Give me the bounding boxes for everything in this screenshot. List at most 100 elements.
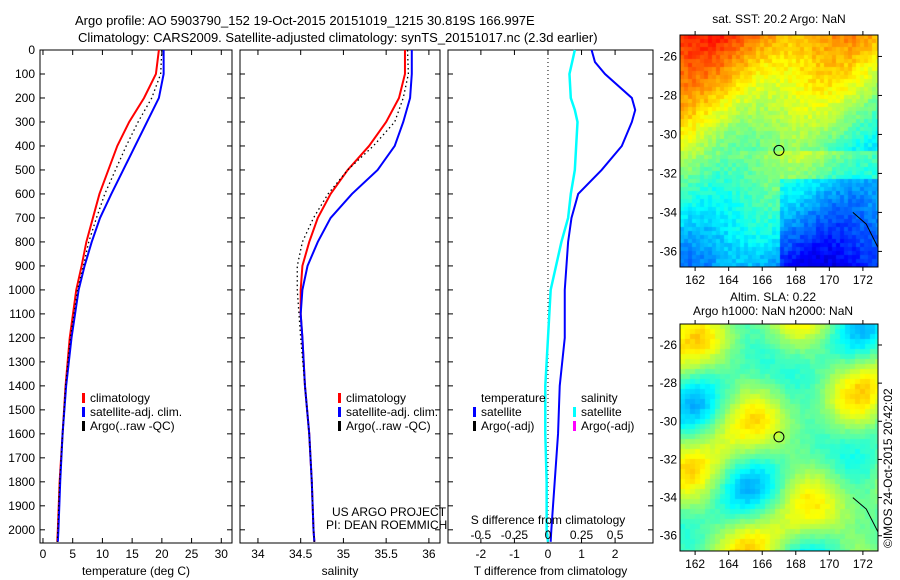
- series-line-climatology: [56, 49, 160, 542]
- y-tick-label: 1300: [8, 355, 35, 369]
- plot-frame: [447, 49, 654, 544]
- y-tick-label: 1700: [8, 451, 35, 465]
- sla-map-image: [680, 324, 878, 551]
- legend-swatch: [573, 421, 576, 431]
- legend-swatch: [573, 407, 576, 417]
- x-tick-label: 20: [155, 547, 169, 561]
- lon-tick-label: 166: [752, 273, 772, 287]
- coastline: [852, 497, 879, 533]
- lon-tick-label: 170: [819, 273, 839, 287]
- lon-tick-label: 162: [685, 557, 705, 571]
- x-tick-label: 0: [545, 547, 552, 561]
- profile-panel-3: -2 -1 0 1 2 T difference from climatology temp…: [447, 49, 654, 578]
- x-axis-label: salinity: [322, 564, 359, 578]
- s-tick-label: 0.5: [607, 528, 624, 542]
- series-line-argo-raw-qc-: [296, 49, 410, 542]
- project-label: US ARGO PROJECT: [332, 505, 447, 519]
- coastline: [852, 212, 879, 248]
- lat-tick-label: -36: [660, 529, 678, 543]
- lon-tick-label: 172: [853, 557, 873, 571]
- legend-label: Argo(..raw -QC): [90, 419, 175, 433]
- y-tick-label: 1100: [9, 307, 35, 321]
- lat-tick-label: -34: [660, 491, 678, 505]
- legend-title-temperature: temperature: [481, 391, 546, 405]
- lon-tick-label: 164: [719, 273, 739, 287]
- profile-location-marker: [773, 431, 785, 443]
- lat-tick-label: -28: [660, 88, 678, 102]
- series-line-satellite-adj-clim-: [56, 50, 165, 542]
- y-tick-label: 1500: [8, 403, 35, 417]
- y-tick-label: 500: [15, 163, 35, 177]
- y-tick-label: 1200: [8, 331, 35, 345]
- sst-map-axes: 162 164 166 168 170 172 -26 -28 -30 -32 -34 -36 sat.…: [660, 12, 882, 287]
- lat-tick-label: -26: [660, 49, 678, 63]
- lon-tick-label: 166: [752, 557, 772, 571]
- lon-tick-label: 168: [786, 557, 806, 571]
- x-tick-label: 2: [612, 547, 619, 561]
- y-tick-label: 600: [15, 187, 35, 201]
- legend-label: satellite: [481, 405, 522, 419]
- x-tick-label: 36: [422, 547, 436, 561]
- y-tick-label: 300: [15, 115, 35, 129]
- map-frame: [679, 323, 879, 552]
- lon-tick-label: 170: [819, 557, 839, 571]
- lat-tick-label: -34: [660, 205, 678, 219]
- title-line-2: Climatology: CARS2009. Satellite-adjuste…: [78, 30, 598, 45]
- legend-swatch: [82, 393, 85, 403]
- map-subtitle: Argo h1000: NaN h2000: NaN: [693, 304, 853, 318]
- lat-tick-label: -32: [660, 452, 678, 466]
- y-tick-label: 400: [15, 139, 35, 153]
- legend-swatch: [338, 421, 341, 431]
- x-tick-label: 10: [96, 547, 110, 561]
- x-tick-label: 35: [337, 547, 351, 561]
- lon-tick-label: 172: [853, 273, 873, 287]
- lat-tick-label: -36: [660, 244, 678, 258]
- title-line-1: Argo profile: AO 5903790_152 19-Oct-2015…: [75, 13, 535, 28]
- lat-tick-label: -30: [660, 127, 678, 141]
- s-axis-label: S difference from climatology: [471, 513, 626, 527]
- y-tick-label: 200: [15, 91, 35, 105]
- series-line-satellite-adj-clim-: [299, 50, 413, 542]
- x-tick-label: -1: [509, 547, 520, 561]
- plot-frame: [239, 49, 441, 544]
- plot-frame: [39, 49, 233, 544]
- profile-panel-1: 0100200300400500600700800900100011001200…: [8, 43, 233, 578]
- x-tick-label: 35.5: [374, 547, 398, 561]
- x-tick-label: 25: [185, 547, 199, 561]
- s-tick-label: -0.25: [501, 528, 529, 542]
- x-tick-label: 5: [69, 547, 76, 561]
- y-tick-label: 800: [15, 235, 35, 249]
- lon-tick-label: 162: [685, 273, 705, 287]
- lat-tick-label: -26: [660, 338, 678, 352]
- y-tick-label: 1800: [8, 475, 35, 489]
- y-tick-label: 900: [15, 259, 35, 273]
- profile-location-marker: [773, 144, 785, 156]
- lon-tick-label: 168: [786, 273, 806, 287]
- sst-map-image: [680, 35, 878, 267]
- y-tick-label: 700: [15, 211, 35, 225]
- profile-panel-2: 34 34.5 35 35.5 36 salinity climatologysatelli…: [239, 49, 441, 578]
- map-title: Altim. SLA: 0.22: [730, 290, 816, 304]
- sla-map-axes: 162 164 166 168 170 172 -26 -28 -30 -32 -34 -36 Alti…: [660, 290, 882, 571]
- legend-label: satellite-adj. clim.: [90, 405, 182, 419]
- x-axis-label: T difference from climatology: [474, 564, 628, 578]
- pi-label: PI: DEAN ROEMMICH: [326, 518, 447, 532]
- x-tick-label: 34: [251, 547, 265, 561]
- legend-swatch: [338, 407, 341, 417]
- s-tick-label: -0.5: [471, 528, 492, 542]
- series-line-t-satellite: [549, 49, 637, 542]
- imos-credit: ©IMOS 24-Oct-2015 20:42:02: [881, 388, 895, 548]
- x-tick-label: 15: [125, 547, 139, 561]
- lat-tick-label: -30: [660, 414, 678, 428]
- x-tick-label: 30: [215, 547, 229, 561]
- y-tick-label: 1900: [8, 499, 35, 513]
- lat-tick-label: -28: [660, 376, 678, 390]
- legend-swatch: [82, 421, 85, 431]
- legend-swatch: [473, 421, 476, 431]
- x-tick-label: 0: [40, 547, 47, 561]
- legend-title-salinity: salinity: [581, 391, 618, 405]
- legend-swatch: [473, 407, 476, 417]
- series-line-argo-raw-qc-: [56, 49, 163, 542]
- legend-label: satellite: [581, 405, 622, 419]
- y-tick-label: 0: [28, 43, 35, 57]
